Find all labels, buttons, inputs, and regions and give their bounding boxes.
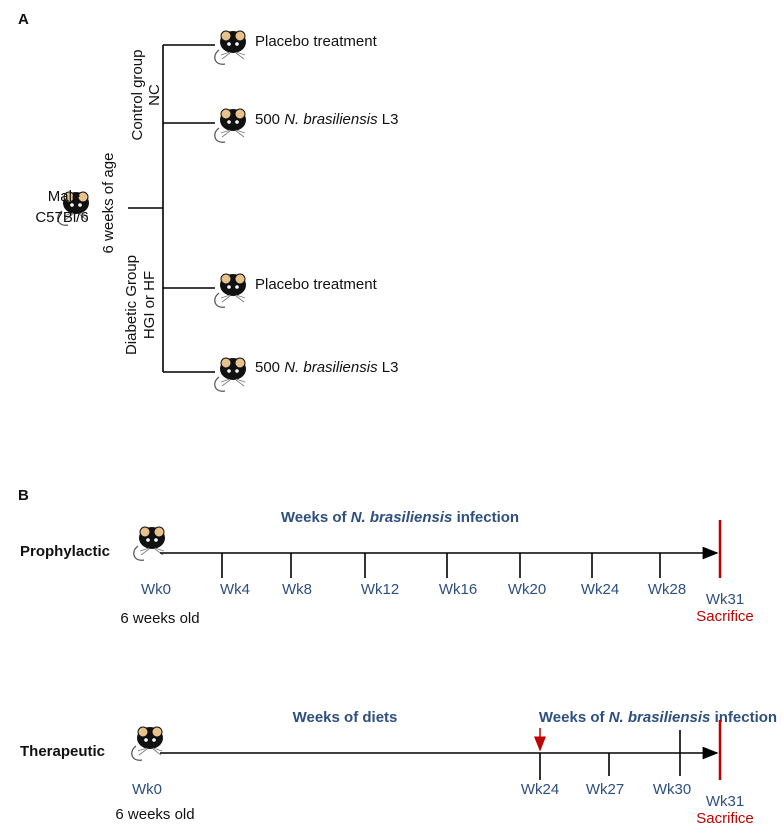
treatment: 500 N. brasiliensis L3 — [255, 359, 398, 376]
group-code: NC — [146, 84, 163, 106]
week-label: Wk30 — [653, 781, 691, 798]
group-name: Control group — [129, 50, 146, 141]
period-header: Weeks of diets — [293, 709, 398, 726]
start-note: 6 weeks old — [115, 806, 194, 823]
animal-label: C57Bl/6 — [35, 209, 88, 226]
treatment: 500 N. brasiliensis L3 — [255, 111, 398, 128]
panel-label: B — [18, 487, 29, 504]
period-header: Weeks of N. brasiliensis infection — [539, 709, 777, 726]
week-label: Wk31 — [706, 591, 744, 608]
protocol-name: Prophylactic — [20, 543, 110, 560]
animal-label: Male — [48, 188, 81, 205]
week-label: Wk0 — [132, 781, 162, 798]
week-label: Wk20 — [508, 581, 546, 598]
age-label: 6 weeks of age — [100, 153, 117, 254]
week-label: Wk16 — [439, 581, 477, 598]
group-name: Diabetic Group — [123, 255, 140, 355]
panel-label: A — [18, 11, 29, 28]
mouse-icon — [131, 726, 164, 761]
mouse-icon — [214, 273, 247, 308]
end-note: Sacrifice — [696, 608, 754, 625]
week-label: Wk4 — [220, 581, 250, 598]
week-label: Wk0 — [141, 581, 171, 598]
protocol-name: Therapeutic — [20, 743, 105, 760]
start-note: 6 weeks old — [120, 610, 199, 627]
mouse-icon — [214, 357, 247, 392]
week-label: Wk24 — [581, 581, 619, 598]
mouse-icon — [214, 30, 247, 65]
week-label: Wk31 — [706, 793, 744, 810]
treatment: Placebo treatment — [255, 276, 378, 293]
week-label: Wk27 — [586, 781, 624, 798]
group-code: HGI or HF — [141, 271, 158, 339]
mouse-icon — [214, 108, 247, 143]
week-label: Wk8 — [282, 581, 312, 598]
treatment: Placebo treatment — [255, 33, 378, 50]
week-label: Wk28 — [648, 581, 686, 598]
week-label: Wk24 — [521, 781, 559, 798]
mouse-icon — [133, 526, 166, 561]
period-header: Weeks of N. brasiliensis infection — [281, 509, 519, 526]
end-note: Sacrifice — [696, 810, 754, 827]
week-label: Wk12 — [361, 581, 399, 598]
ticks — [221, 553, 661, 578]
